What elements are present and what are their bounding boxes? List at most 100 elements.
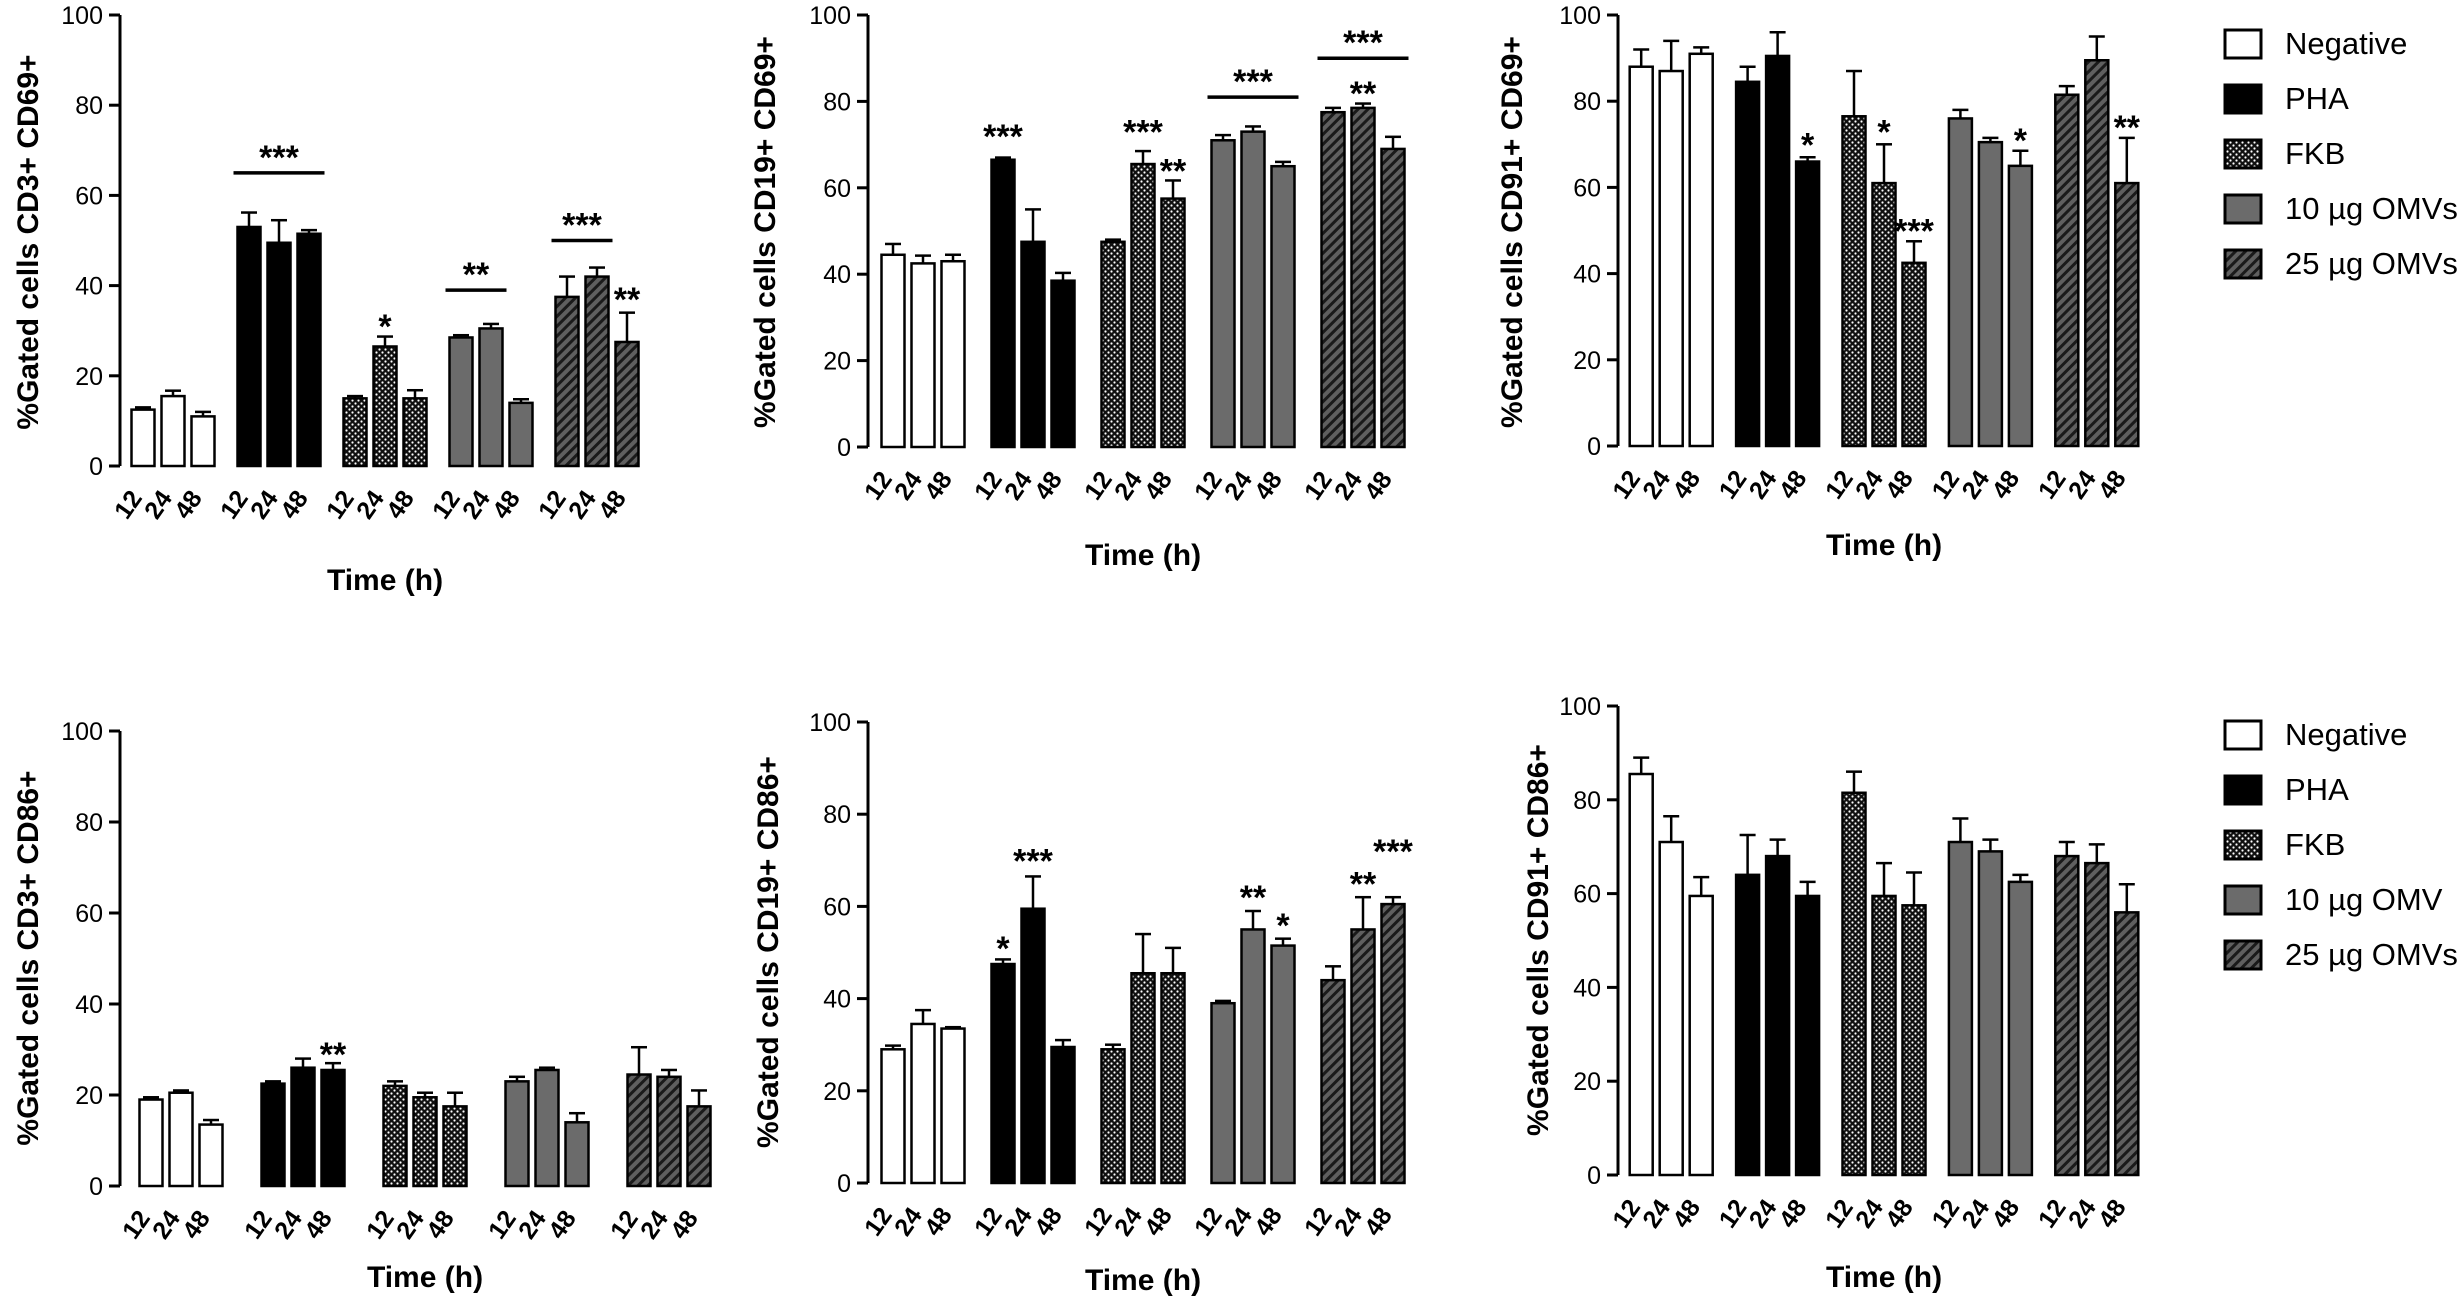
bar-pha-12 [990, 962, 1016, 1185]
x-tick-label-48: 48 [919, 1202, 958, 1241]
bar-10-g-omvs-24 [478, 327, 504, 468]
significance-label: *** [1123, 114, 1163, 152]
significance-label: ** [1350, 75, 1377, 113]
legend-label-pha: PHA [2285, 81, 2349, 116]
y-tick-label-0: 0 [89, 1173, 103, 1201]
y-tick-label-60: 60 [1573, 881, 1601, 909]
y-tick-label-40: 40 [1573, 974, 1601, 1002]
x-tick-label-48: 48 [1986, 1194, 2025, 1233]
bar-fkb-48 [1160, 971, 1186, 1185]
significance-label: ** [1160, 153, 1187, 191]
significance-label: ** [320, 1036, 347, 1074]
y-axis-label: %Gated cells CD19+ CD69+ [749, 36, 782, 428]
legend-swatch-negative [2223, 719, 2263, 751]
x-tick-label-48: 48 [1029, 466, 1068, 505]
bar-10-g-omvs-48 [508, 401, 534, 468]
x-tick-label-48: 48 [1667, 1194, 1706, 1233]
bar-pha-48 [1050, 1045, 1076, 1185]
bar-fkb-12 [382, 1084, 408, 1188]
bar-25-g-omvs-24 [2084, 59, 2110, 448]
bar-10-g-omvs-12 [504, 1080, 530, 1188]
y-tick-label-80: 80 [1573, 787, 1601, 815]
bar-pha-48 [296, 232, 322, 468]
y-tick-label-20: 20 [75, 363, 103, 391]
y-tick-label-20: 20 [1573, 347, 1601, 375]
y-tick-label-20: 20 [75, 1082, 103, 1110]
bar-negative-12 [138, 1098, 164, 1188]
bar-fkb-48 [402, 397, 428, 468]
y-axis-label: %Gated cells CD91+ CD69+ [1496, 36, 1529, 428]
bar-25-g-omvs-12 [554, 295, 580, 468]
bar-fkb-48 [1901, 904, 1927, 1177]
bar-negative-12 [880, 1048, 906, 1185]
legend-swatch-fkb [2223, 138, 2263, 170]
bar-negative-24 [910, 262, 936, 449]
significance-label: *** [259, 139, 299, 177]
y-tick-label-20: 20 [823, 348, 851, 376]
bar-10-g-omv-48 [2007, 880, 2034, 1177]
y-tick-label-100: 100 [61, 718, 103, 746]
bar-fkb-24 [372, 345, 398, 468]
x-tick-label-48: 48 [1249, 466, 1288, 505]
bar-pha-12 [236, 225, 262, 468]
x-axis-label: Time (h) [1826, 1261, 1942, 1294]
significance-label: * [1877, 113, 1891, 151]
bar-negative-48 [190, 415, 216, 468]
x-tick-label-48: 48 [1986, 465, 2025, 504]
legend-swatch-negative [2223, 28, 2263, 60]
bar-10-g-omvs-24 [1240, 928, 1266, 1185]
bar-pha-12 [1734, 873, 1761, 1177]
legend: Negative PHA FKB 10 µg OMVs 25 µg OMVs [2223, 26, 2457, 281]
x-tick-label-48: 48 [593, 485, 632, 524]
bar-10-g-omvs-48 [1270, 164, 1296, 449]
y-tick-label-60: 60 [75, 900, 103, 928]
bar-25-g-omvs-12 [1320, 978, 1346, 1185]
bar-10-g-omvs-12 [1947, 117, 1974, 448]
y-tick-label-80: 80 [75, 92, 103, 120]
x-tick-label-48: 48 [1029, 1202, 1068, 1241]
bar-25-g-omvs-24 [1350, 928, 1376, 1185]
y-tick-label-40: 40 [75, 273, 103, 301]
y-tick-label-20: 20 [1573, 1068, 1601, 1096]
x-axis-label: Time (h) [1085, 539, 1201, 572]
x-tick-label-48: 48 [1359, 466, 1398, 505]
bar-pha-12 [1734, 80, 1761, 448]
bar-pha-12 [260, 1082, 286, 1188]
legend-swatch-25-g-omvs [2223, 939, 2263, 971]
bar-negative-24 [1658, 840, 1684, 1177]
y-tick-label-60: 60 [823, 893, 851, 921]
y-tick-label-100: 100 [61, 2, 103, 30]
x-tick-label-48: 48 [1774, 1194, 1813, 1233]
bar-negative-24 [168, 1091, 194, 1188]
bar-negative-48 [198, 1123, 224, 1188]
significance-label: ** [463, 256, 490, 294]
bar-fkb-12 [1841, 791, 1867, 1177]
bar-negative-24 [160, 394, 186, 468]
bar-pha-48 [320, 1068, 346, 1188]
x-tick-label-48: 48 [299, 1205, 338, 1244]
bar-25-g-omvs-12 [626, 1073, 652, 1188]
x-tick-label-48: 48 [1880, 465, 1919, 504]
y-tick-label-0: 0 [1587, 433, 1601, 461]
bar-10-g-omvs-24 [1977, 140, 2004, 448]
x-tick-label-48: 48 [1359, 1202, 1398, 1241]
y-tick-label-100: 100 [1559, 2, 1601, 30]
significance-label: ** [1240, 879, 1267, 917]
y-tick-label-0: 0 [89, 453, 103, 481]
y-tick-label-0: 0 [837, 1170, 851, 1198]
bar-pha-24 [290, 1066, 316, 1188]
x-tick-label-48: 48 [1139, 1202, 1178, 1241]
bar-10-g-omv-12 [1947, 840, 1974, 1177]
bar-10-g-omvs-12 [1210, 1001, 1236, 1185]
bar-10-g-omvs-12 [448, 336, 474, 468]
significance-label: * [2014, 122, 2028, 160]
bar-pha-24 [1764, 854, 1791, 1177]
y-tick-label-60: 60 [823, 175, 851, 203]
x-tick-label-48: 48 [2093, 1194, 2132, 1233]
x-axis-label: Time (h) [1826, 529, 1942, 562]
significance-label: * [1801, 126, 1815, 164]
legend-label-25-g-omvs: 25 µg OMVs [2285, 246, 2457, 281]
